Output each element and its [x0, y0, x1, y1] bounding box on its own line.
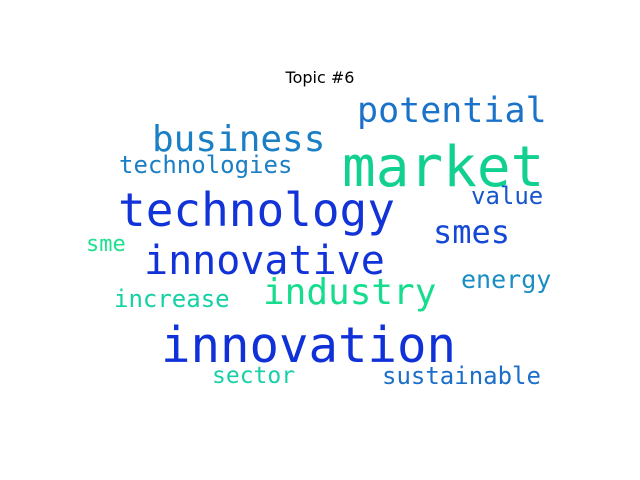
word-increase: increase	[114, 285, 230, 313]
word-energy: energy	[461, 265, 551, 294]
word-potential: potential	[357, 91, 547, 131]
word-technology: technology	[118, 183, 395, 237]
word-sustainable: sustainable	[382, 362, 541, 390]
word-market: market	[342, 135, 544, 200]
word-value: value	[471, 182, 543, 210]
word-industry: industry	[263, 272, 436, 313]
chart-title: Topic #6	[285, 68, 355, 87]
word-technologies: technologies	[119, 151, 292, 179]
word-sme: sme	[86, 232, 126, 257]
word-innovation: innovation	[161, 317, 456, 374]
word-smes: smes	[433, 213, 510, 251]
word-innovative: innovative	[144, 238, 385, 284]
word-sector: sector	[212, 363, 295, 389]
word-business: business	[152, 119, 325, 160]
